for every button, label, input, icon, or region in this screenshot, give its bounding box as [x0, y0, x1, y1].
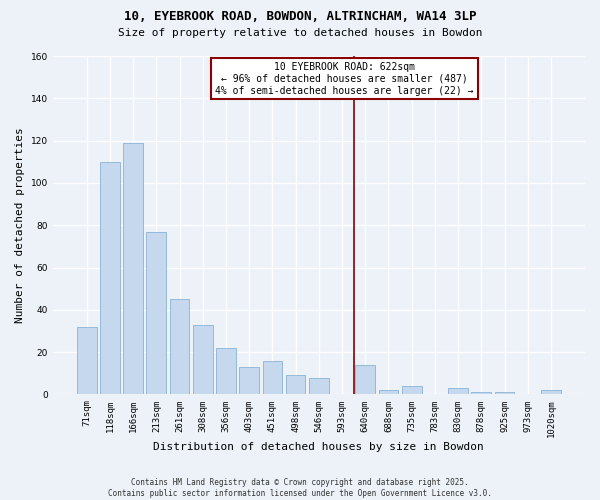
Bar: [448, 388, 468, 394]
Bar: [379, 390, 398, 394]
Text: 10 EYEBROOK ROAD: 622sqm
← 96% of detached houses are smaller (487)
4% of semi-d: 10 EYEBROOK ROAD: 622sqm ← 96% of detach…: [215, 62, 473, 96]
Bar: [472, 392, 491, 394]
Bar: [286, 376, 305, 394]
Bar: [216, 348, 236, 395]
X-axis label: Distribution of detached houses by size in Bowdon: Distribution of detached houses by size …: [154, 442, 484, 452]
Bar: [541, 390, 561, 394]
Text: 10, EYEBROOK ROAD, BOWDON, ALTRINCHAM, WA14 3LP: 10, EYEBROOK ROAD, BOWDON, ALTRINCHAM, W…: [124, 10, 476, 23]
Text: Size of property relative to detached houses in Bowdon: Size of property relative to detached ho…: [118, 28, 482, 38]
Bar: [494, 392, 514, 394]
Bar: [100, 162, 120, 394]
Bar: [146, 232, 166, 394]
Bar: [263, 360, 282, 394]
Bar: [193, 324, 212, 394]
Text: Contains HM Land Registry data © Crown copyright and database right 2025.
Contai: Contains HM Land Registry data © Crown c…: [108, 478, 492, 498]
Bar: [309, 378, 329, 394]
Bar: [355, 365, 375, 394]
Bar: [77, 327, 97, 394]
Y-axis label: Number of detached properties: Number of detached properties: [15, 128, 25, 323]
Bar: [123, 142, 143, 394]
Bar: [170, 300, 190, 394]
Bar: [402, 386, 422, 394]
Bar: [239, 367, 259, 394]
